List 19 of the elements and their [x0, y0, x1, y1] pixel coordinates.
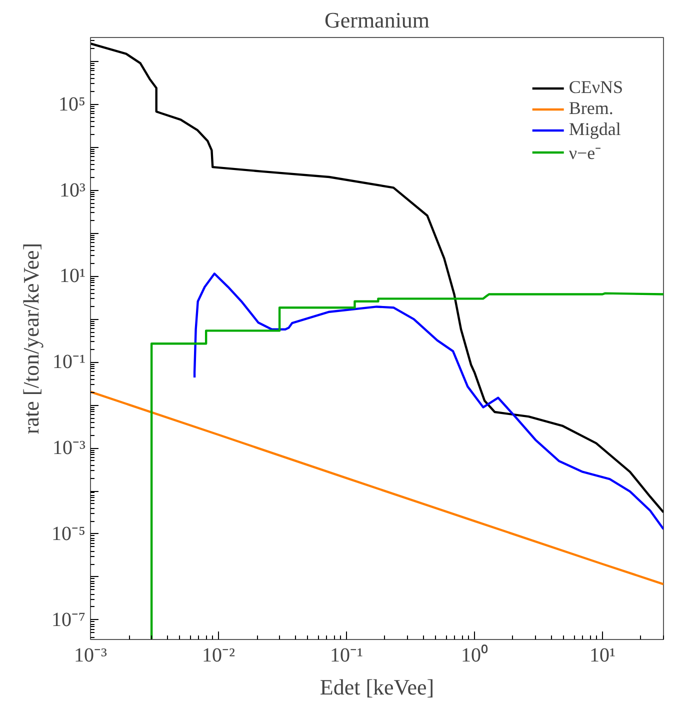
x-axis-title: Edet [keVee]: [320, 674, 434, 700]
x-tick-label: 10⁻¹: [330, 644, 363, 666]
legend-label: Migdal: [568, 119, 621, 140]
y-tick-label: 10³: [60, 179, 86, 202]
chart-title: Germanium: [324, 8, 430, 32]
y-tick-label: 10⁵: [58, 93, 86, 116]
x-tick-label: 10¹: [589, 644, 616, 666]
x-tick-label: 10⁻³: [74, 644, 107, 666]
y-tick-label: 10¹: [60, 265, 86, 288]
legend-label: Brem.: [568, 98, 614, 119]
y-tick-label: 10⁻⁵: [52, 522, 86, 545]
y-axis-title: rate [/ton/year/keVee]: [18, 242, 44, 434]
y-tick-label: 10⁻⁷: [52, 608, 86, 631]
legend-label: CEνNS: [568, 77, 623, 98]
legend-label: ν−e⁻: [568, 142, 602, 164]
x-tick-label: 10⁰: [460, 644, 488, 666]
x-tick-label: 10⁻²: [202, 644, 235, 666]
y-tick-label: 10⁻³: [52, 437, 86, 460]
y-tick-label: 10⁻¹: [52, 351, 86, 374]
